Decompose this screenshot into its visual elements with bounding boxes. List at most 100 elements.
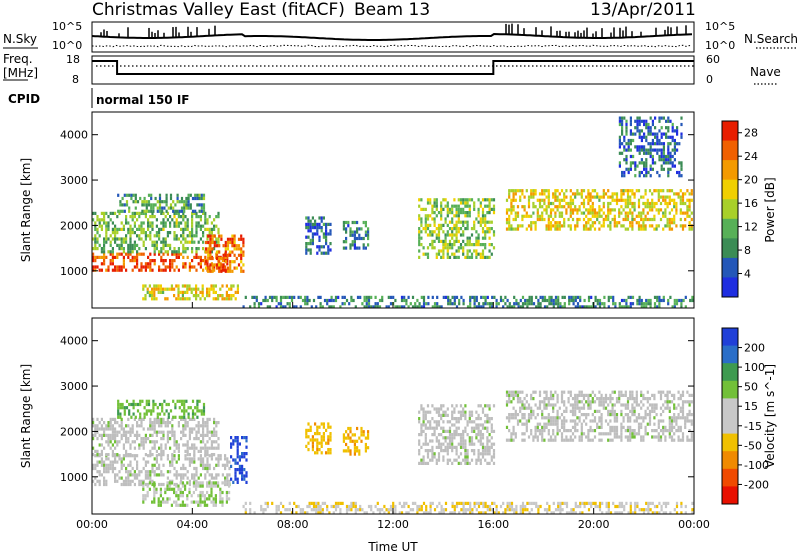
heatmap-cell xyxy=(354,501,357,505)
heatmap-cell xyxy=(305,248,308,252)
heatmap-cell xyxy=(191,250,194,254)
heatmap-cell xyxy=(155,460,158,464)
heatmap-cell xyxy=(307,448,310,452)
heatmap-cell xyxy=(94,243,97,247)
heatmap-cell xyxy=(541,409,544,413)
heatmap-cell xyxy=(455,211,458,215)
heatmap-cell xyxy=(117,406,120,410)
heatmap-cell xyxy=(451,207,454,211)
heatmap-cell xyxy=(210,500,213,504)
heatmap-cell xyxy=(194,412,197,416)
heatmap-cell xyxy=(637,422,641,426)
heatmap-cell xyxy=(120,265,123,269)
heatmap-cell xyxy=(514,211,517,215)
heatmap-cell xyxy=(607,205,610,209)
heatmap-cell xyxy=(569,429,572,433)
heatmap-cell xyxy=(418,302,421,306)
heatmap-cell xyxy=(453,227,456,231)
heatmap-cell xyxy=(598,205,601,209)
heatmap-cell xyxy=(578,208,581,212)
heatmap-cell xyxy=(475,433,478,437)
heatmap-cell xyxy=(116,231,119,235)
heatmap-cell xyxy=(638,122,641,127)
heatmap-cell xyxy=(180,206,184,210)
heatmap-cell xyxy=(418,227,421,231)
heatmap-cell xyxy=(686,416,689,420)
heatmap-cell xyxy=(145,399,148,403)
heatmap-cell xyxy=(155,297,158,301)
heatmap-cell xyxy=(111,463,114,467)
heatmap-cell xyxy=(600,393,603,397)
heatmap-cell xyxy=(107,433,110,437)
heatmap-cell xyxy=(317,511,320,515)
heatmap-cell xyxy=(109,211,112,215)
heatmap-cell xyxy=(488,445,491,449)
heatmap-cell xyxy=(589,195,592,199)
heatmap-cell xyxy=(607,295,610,299)
heatmap-cell xyxy=(662,432,665,436)
heatmap-cell xyxy=(175,297,178,301)
heatmap-cell xyxy=(582,432,586,436)
heatmap-cell xyxy=(182,247,185,251)
heatmap-cell xyxy=(207,240,210,245)
heatmap-cell xyxy=(342,246,345,250)
heatmap-cell xyxy=(607,409,610,413)
heatmap-cell xyxy=(155,421,158,425)
heatmap-cell xyxy=(171,259,174,263)
heatmap-cell xyxy=(240,269,243,273)
heatmap-cell xyxy=(629,167,632,171)
heatmap-cell xyxy=(96,417,99,421)
heatmap-cell xyxy=(624,429,627,433)
heatmap-cell xyxy=(187,415,190,419)
heatmap-cell xyxy=(519,298,522,303)
heatmap-cell xyxy=(208,484,211,488)
heatmap-cell xyxy=(611,390,614,394)
heatmap-cell xyxy=(576,192,579,196)
heatmap-cell xyxy=(155,466,158,471)
heatmap-cell xyxy=(150,196,153,201)
heatmap-cell xyxy=(662,145,665,149)
heatmap-cell xyxy=(440,217,443,221)
heatmap-cell xyxy=(127,417,130,421)
heatmap-cell xyxy=(644,224,647,228)
heatmap-cell xyxy=(658,302,661,306)
heatmap-cell xyxy=(626,397,630,401)
heatmap-cell xyxy=(326,302,329,306)
heatmap-cell xyxy=(479,404,482,408)
heatmap-cell xyxy=(309,222,312,226)
heatmap-cell xyxy=(290,298,294,303)
heatmap-cell xyxy=(169,259,172,263)
heatmap-cell xyxy=(100,417,103,421)
heatmap-cell xyxy=(236,461,239,465)
heatmap-cell xyxy=(213,227,216,231)
heatmap-cell xyxy=(420,236,423,240)
heatmap-cell xyxy=(455,214,458,218)
heatmap-cell xyxy=(514,189,517,193)
heatmap-cell xyxy=(543,192,546,196)
heatmap-cell xyxy=(222,244,225,248)
heatmap-cell xyxy=(684,224,687,228)
heatmap-cell xyxy=(142,252,145,256)
heatmap-cell xyxy=(629,416,632,420)
heatmap-cell xyxy=(429,223,432,227)
heatmap-cell xyxy=(549,211,553,215)
heatmap-cell xyxy=(309,248,312,252)
heatmap-cell xyxy=(153,490,156,495)
heatmap-cell xyxy=(636,122,639,127)
heatmap-cell xyxy=(666,189,669,193)
heatmap-cell xyxy=(625,119,628,123)
heatmap-cell xyxy=(660,135,663,139)
heatmap-cell xyxy=(200,206,203,210)
heatmap-cell xyxy=(184,466,187,471)
heatmap-cell xyxy=(206,460,209,464)
heatmap-cell xyxy=(381,508,384,512)
heatmap-cell xyxy=(153,421,156,425)
heatmap-cell xyxy=(318,441,321,445)
heatmap-cell xyxy=(547,224,550,228)
heatmap-cell xyxy=(468,413,471,417)
heatmap-cell xyxy=(105,482,108,487)
heatmap-cell xyxy=(129,446,132,450)
heatmap-cell xyxy=(468,461,471,465)
heatmap-cell xyxy=(396,305,399,309)
